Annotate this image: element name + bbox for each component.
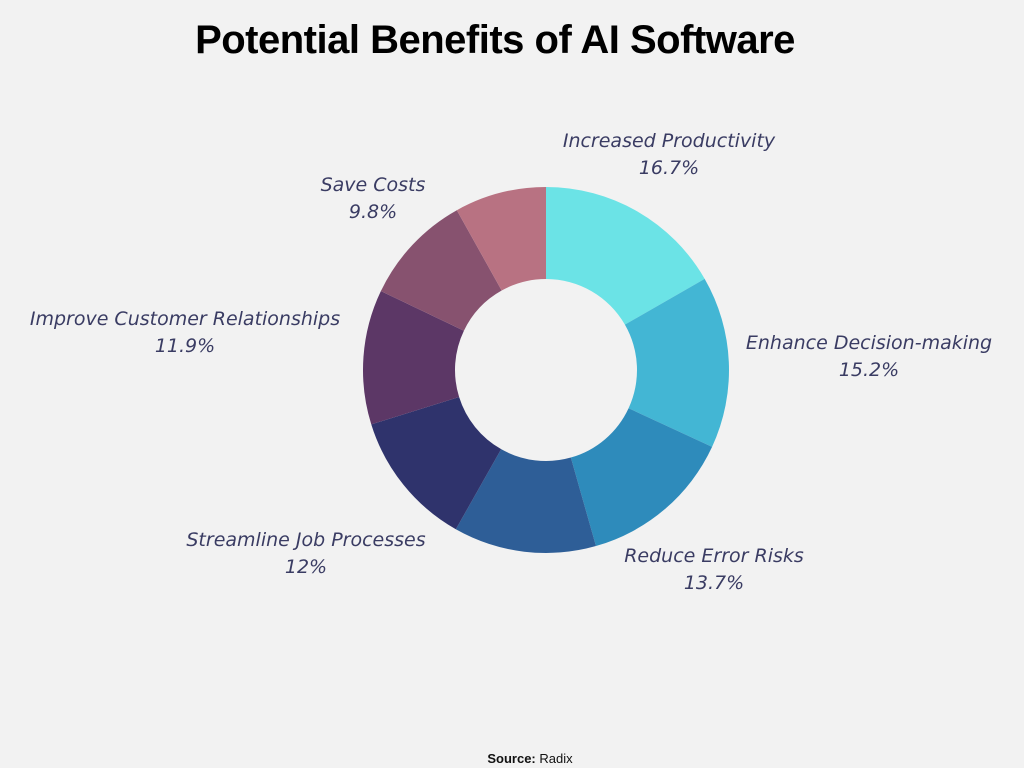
donut-slice <box>456 187 546 291</box>
label-increased-productivity: Increased Productivity 16.7% <box>562 130 776 179</box>
donut-slice <box>546 187 705 325</box>
donut-slice <box>362 291 464 425</box>
source-note: Source: Radix <box>487 751 573 766</box>
chart-title: Potential Benefits of AI Software <box>195 18 795 62</box>
label-customer: Improve Customer Relationships 11.9% <box>29 308 341 357</box>
label-streamline: Streamline Job Processes 12% <box>186 529 426 578</box>
donut-slice <box>371 397 502 530</box>
donut-slice <box>570 408 713 547</box>
donut-slice <box>455 449 596 553</box>
label-save-costs: Save Costs 9.8% <box>320 174 426 223</box>
donut-slice <box>380 210 502 331</box>
donut-slice <box>624 278 729 447</box>
label-reduce-error: Reduce Error Risks 13.7% <box>624 545 804 594</box>
label-enhance-decision: Enhance Decision-making 15.2% <box>745 332 993 381</box>
